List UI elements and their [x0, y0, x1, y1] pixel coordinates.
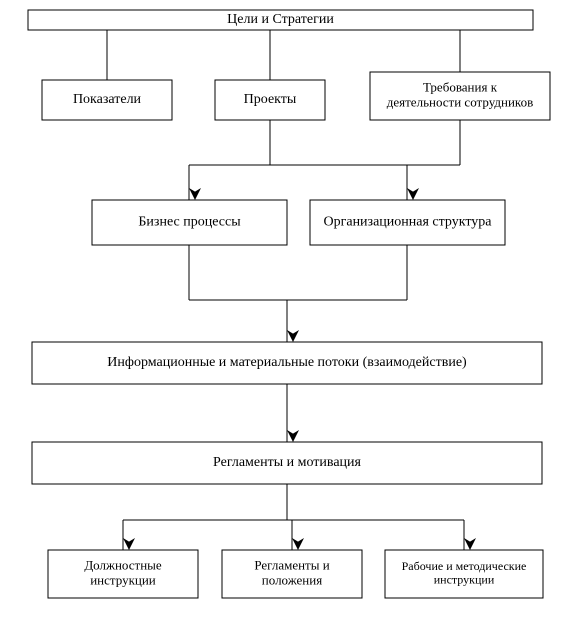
node-goals: Цели и Стратегии	[28, 10, 533, 30]
node-label: Организационная структура	[324, 215, 493, 230]
node-label: деятельности сотрудников	[387, 94, 533, 109]
node-flows: Информационные и материальные потоки (вз…	[32, 342, 542, 384]
node-label: Должностные	[84, 558, 162, 573]
node-label: инструкции	[434, 573, 495, 587]
node-label: инструкции	[90, 572, 156, 587]
node-projects: Проекты	[215, 80, 325, 120]
node-job: Должностныеинструкции	[48, 550, 198, 598]
node-label: Регламенты и мотивация	[213, 455, 362, 470]
flowchart-canvas: Цели и Стратегии Показатели Проекты Требова…	[0, 0, 579, 618]
node-label: Требования к	[423, 80, 498, 95]
node-label: положения	[262, 572, 322, 587]
node-biz: Бизнес процессы	[92, 200, 287, 245]
node-reg: Регламенты и мотивация	[32, 442, 542, 484]
node-label: Проекты	[244, 92, 297, 107]
node-work: Рабочие и методическиеинструкции	[385, 550, 543, 598]
node-label: Цели и Стратегии	[227, 12, 334, 27]
node-reqs: Требования кдеятельности сотрудников	[370, 72, 550, 120]
node-label: Показатели	[73, 92, 142, 107]
node-org: Организационная структура	[310, 200, 505, 245]
node-label: Информационные и материальные потоки (вз…	[107, 355, 467, 370]
node-label: Рабочие и методические	[402, 559, 527, 573]
nodes-layer: Цели и Стратегии Показатели Проекты Требова…	[28, 10, 550, 598]
node-label: Бизнес процессы	[138, 215, 241, 230]
node-regs2: Регламенты иположения	[222, 550, 362, 598]
node-label: Регламенты и	[254, 558, 329, 573]
node-metrics: Показатели	[42, 80, 172, 120]
